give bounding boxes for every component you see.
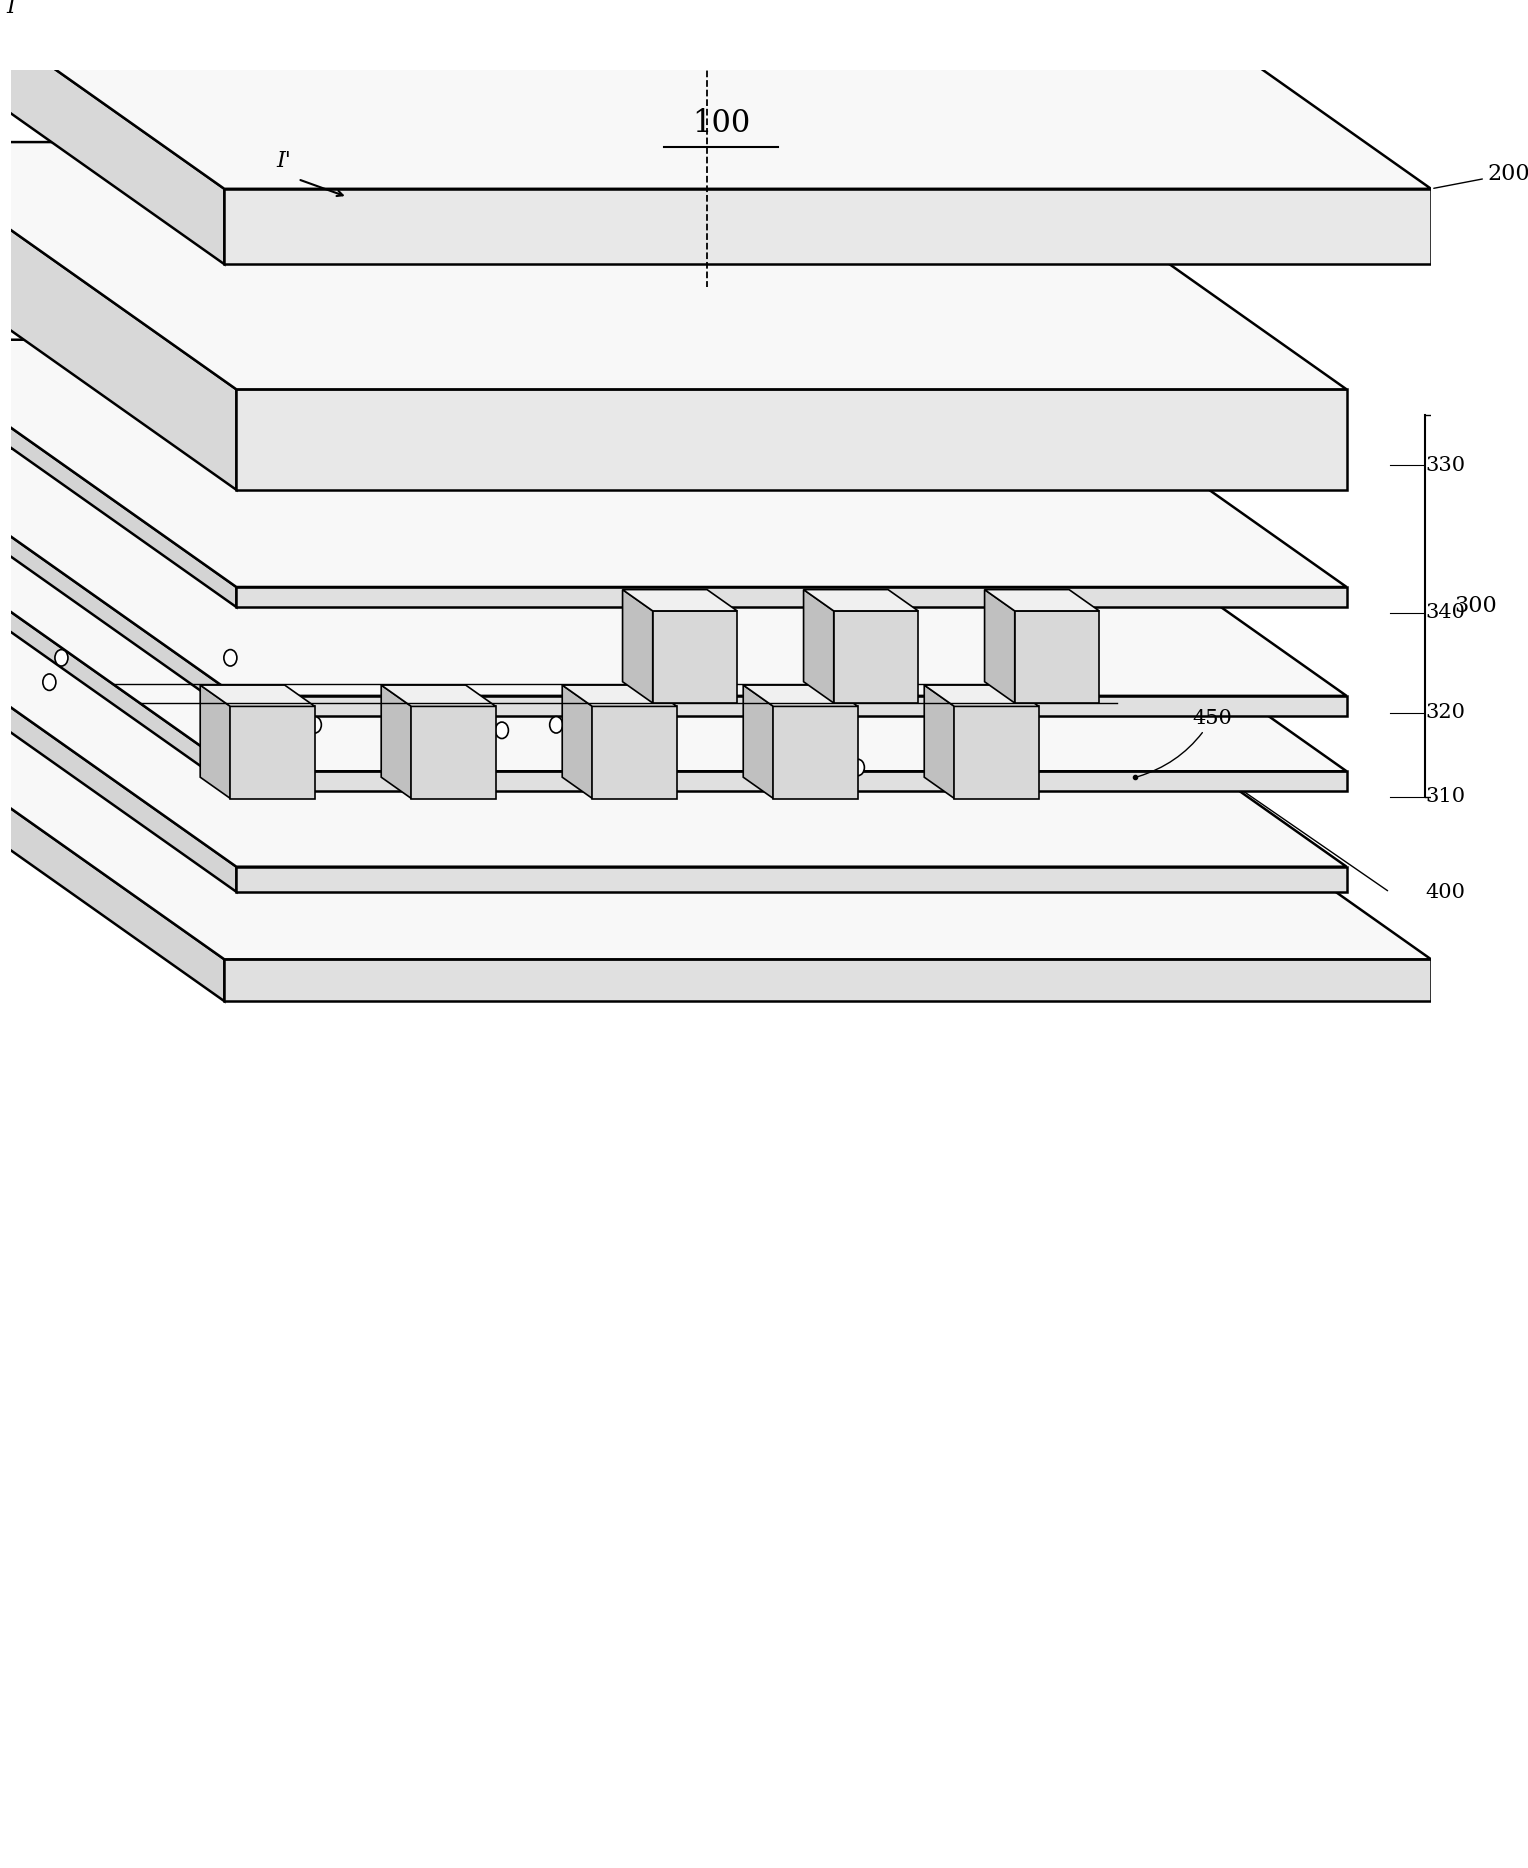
- Polygon shape: [0, 618, 225, 1001]
- Text: 400: 400: [1426, 884, 1465, 902]
- Polygon shape: [984, 590, 1015, 702]
- Polygon shape: [562, 686, 677, 706]
- Text: 310: 310: [1426, 786, 1465, 807]
- Polygon shape: [0, 618, 1432, 960]
- Text: 340: 340: [1426, 603, 1465, 622]
- Polygon shape: [743, 686, 773, 798]
- Polygon shape: [0, 448, 1346, 697]
- Polygon shape: [0, 620, 1346, 867]
- Polygon shape: [237, 697, 1346, 715]
- Text: 200: 200: [1433, 163, 1528, 189]
- Polygon shape: [0, 523, 1346, 771]
- Polygon shape: [804, 590, 834, 702]
- Polygon shape: [622, 590, 652, 702]
- Polygon shape: [237, 587, 1346, 607]
- Polygon shape: [924, 686, 955, 798]
- Polygon shape: [0, 0, 1432, 189]
- Polygon shape: [380, 686, 497, 706]
- Polygon shape: [0, 340, 1346, 587]
- Circle shape: [309, 717, 321, 732]
- Polygon shape: [0, 142, 237, 489]
- Circle shape: [851, 758, 865, 775]
- Text: 300: 300: [1453, 594, 1496, 616]
- Polygon shape: [0, 142, 1346, 389]
- Polygon shape: [834, 611, 918, 702]
- Polygon shape: [380, 686, 411, 798]
- Polygon shape: [411, 706, 497, 798]
- Circle shape: [43, 674, 57, 691]
- Polygon shape: [0, 523, 237, 792]
- Polygon shape: [593, 706, 677, 798]
- Polygon shape: [562, 686, 593, 798]
- Polygon shape: [652, 611, 736, 702]
- Polygon shape: [200, 686, 231, 798]
- Polygon shape: [622, 590, 736, 611]
- Text: I: I: [6, 0, 15, 17]
- Polygon shape: [804, 590, 918, 611]
- Polygon shape: [225, 189, 1432, 263]
- Polygon shape: [0, 340, 237, 607]
- Circle shape: [550, 717, 562, 732]
- Text: 330: 330: [1426, 456, 1465, 474]
- Polygon shape: [773, 706, 857, 798]
- Polygon shape: [237, 771, 1346, 792]
- Polygon shape: [743, 686, 857, 706]
- Polygon shape: [0, 0, 225, 263]
- Polygon shape: [984, 590, 1099, 611]
- Polygon shape: [237, 389, 1346, 489]
- Polygon shape: [237, 867, 1346, 891]
- Polygon shape: [225, 960, 1432, 1001]
- Polygon shape: [0, 448, 237, 715]
- Circle shape: [652, 723, 665, 738]
- Text: I': I': [277, 149, 292, 172]
- Circle shape: [55, 650, 67, 667]
- Circle shape: [833, 723, 847, 738]
- Polygon shape: [0, 620, 237, 891]
- Polygon shape: [1015, 611, 1099, 702]
- Text: 100: 100: [692, 108, 750, 140]
- Text: 320: 320: [1426, 702, 1465, 723]
- Polygon shape: [231, 706, 315, 798]
- Polygon shape: [200, 686, 315, 706]
- Polygon shape: [955, 706, 1039, 798]
- Polygon shape: [924, 686, 1039, 706]
- Text: 450: 450: [1138, 708, 1232, 777]
- Circle shape: [495, 723, 509, 738]
- Circle shape: [225, 650, 237, 667]
